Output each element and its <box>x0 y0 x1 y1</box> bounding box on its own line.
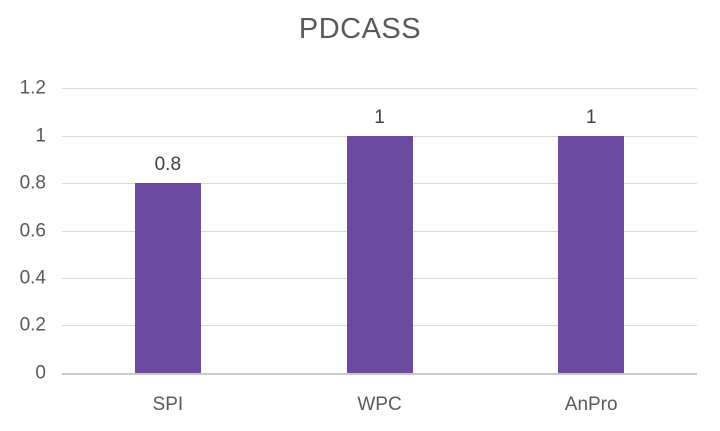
axis-line <box>62 373 697 375</box>
category-cell: 1 <box>274 88 486 373</box>
y-axis-tick-label: 0.6 <box>19 220 46 241</box>
y-axis-tick-label: 1 <box>35 125 46 146</box>
bar-value-label: 1 <box>585 106 597 128</box>
bar <box>558 135 625 373</box>
x-axis-category-label: AnPro <box>564 394 618 415</box>
bar-value-label: 0.8 <box>154 154 182 176</box>
bar <box>134 183 201 373</box>
y-axis-tick-label: 1.2 <box>19 77 46 99</box>
x-axis-category-label: SPI <box>152 394 184 415</box>
y-axis-tick-label: 0.2 <box>19 314 46 336</box>
plot-area: 0.8 1 1 <box>62 88 697 375</box>
chart-title: PDCASS <box>298 13 422 45</box>
bars-row: 0.8 1 1 <box>62 88 697 373</box>
y-axis-tick-label: 0.8 <box>19 172 46 194</box>
bar <box>346 135 413 373</box>
y-axis: 1.2 1 0.8 0.6 0.4 0.2 0 <box>0 79 46 383</box>
y-axis-tick-label: 0 <box>35 362 46 384</box>
bar-value-label: 1 <box>374 106 385 128</box>
x-axis-category-label: WPC <box>357 394 402 415</box>
gridline <box>62 88 697 89</box>
y-axis-tick-label: 0.4 <box>19 267 46 289</box>
x-axis: SPI WPC AnPro <box>62 394 697 416</box>
category-cell: 1 <box>485 88 697 373</box>
category-cell: 0.8 <box>62 88 274 373</box>
